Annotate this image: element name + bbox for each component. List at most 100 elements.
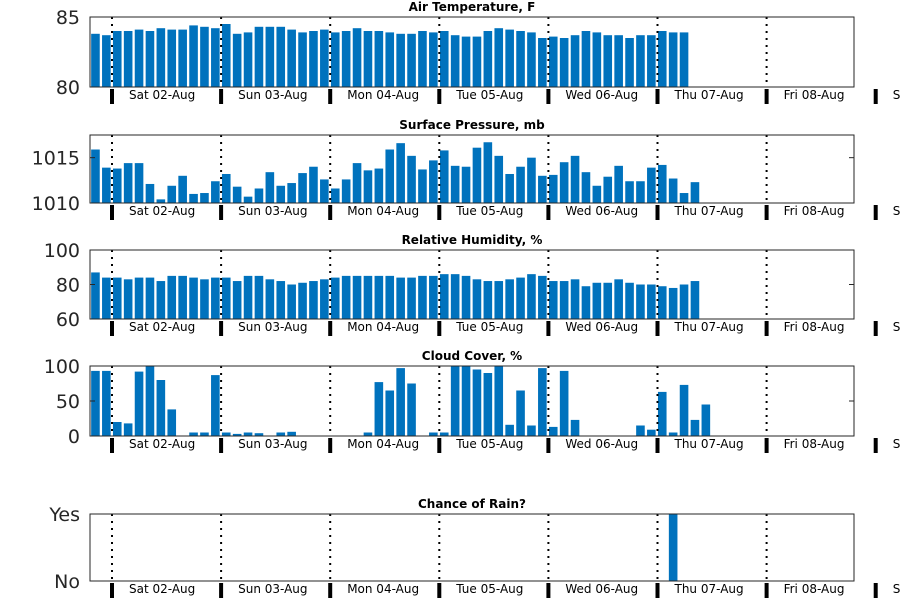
data-bar <box>287 29 296 88</box>
data-bar <box>265 172 275 203</box>
data-bar <box>538 368 547 436</box>
data-bar <box>352 163 362 203</box>
data-bar <box>123 279 133 319</box>
data-bar <box>559 162 569 203</box>
chart-title: Relative Humidity, % <box>402 233 543 247</box>
data-bar <box>374 31 384 87</box>
data-bar <box>570 155 580 203</box>
data-bar <box>385 149 395 203</box>
data-bar <box>679 32 689 87</box>
x-tick-label: Sun 03-Aug <box>238 320 307 334</box>
y-tick-label: 60 <box>56 309 80 331</box>
data-bar <box>374 382 384 436</box>
data-bar <box>123 31 133 87</box>
data-bar <box>330 277 340 319</box>
data-bar <box>200 279 209 319</box>
y-tick-label: No <box>54 571 80 593</box>
data-bar <box>134 277 144 319</box>
data-bar <box>516 166 525 203</box>
x-tick-label: Fri 08-Aug <box>784 204 845 218</box>
data-bar <box>221 24 231 87</box>
data-bar <box>363 31 373 87</box>
data-bar <box>450 366 460 436</box>
y-tick-label: 80 <box>56 77 80 99</box>
data-bar <box>211 277 220 319</box>
x-tick-label: Fri 08-Aug <box>784 582 845 596</box>
data-bar <box>407 277 416 319</box>
data-bar <box>668 432 678 436</box>
x-tick-label: S <box>893 88 900 102</box>
chart-panel-5: Chance of Rain? No Yes Sat 02-Aug Sun 03-Aug… <box>48 497 900 598</box>
data-bar <box>461 366 471 436</box>
x-tick-label: Tue 05-Aug <box>455 320 523 334</box>
data-bar <box>450 274 460 319</box>
data-bar <box>123 423 133 436</box>
data-bar <box>461 275 471 320</box>
data-bar <box>570 35 580 87</box>
data-bar <box>102 167 111 203</box>
data-bar <box>625 282 634 319</box>
chart-panel-2: Surface Pressure, mb 1010 1015 Sat 02-Aug Su… <box>32 118 900 220</box>
x-tick-label: Thu 07-Aug <box>674 320 744 334</box>
data-bar <box>221 173 231 203</box>
x-tick-label: Fri 08-Aug <box>784 437 845 451</box>
data-bar <box>538 175 547 203</box>
chart-title: Surface Pressure, mb <box>399 118 545 132</box>
data-bar <box>320 29 329 88</box>
data-bar <box>167 29 177 88</box>
data-bar <box>559 370 569 436</box>
data-bar <box>603 35 613 87</box>
data-bar <box>494 155 504 203</box>
x-tick-label: Sun 03-Aug <box>238 582 307 596</box>
data-bar <box>592 282 602 319</box>
data-bar <box>134 371 144 436</box>
data-bar <box>559 38 569 87</box>
x-tick-label: Sat 02-Aug <box>129 320 195 334</box>
data-bar <box>298 282 307 319</box>
data-bar <box>548 174 558 203</box>
data-bar <box>112 168 122 203</box>
data-bar <box>647 284 656 319</box>
data-bar <box>265 279 275 319</box>
data-bar <box>309 166 318 203</box>
data-bar <box>690 419 700 436</box>
data-bar <box>679 384 689 436</box>
data-bar <box>407 33 416 87</box>
data-bar <box>189 193 198 203</box>
data-bar <box>461 36 471 87</box>
data-bar <box>570 279 580 319</box>
x-tick-label: Sun 03-Aug <box>238 204 307 218</box>
data-bar <box>636 284 645 319</box>
x-tick-label: S <box>893 437 900 451</box>
data-bar <box>91 33 100 87</box>
data-bar <box>341 275 351 320</box>
data-bar <box>559 281 569 319</box>
data-bar <box>483 281 493 319</box>
data-bar <box>178 29 187 88</box>
data-bar <box>407 155 416 203</box>
data-bar <box>221 277 231 319</box>
data-bar <box>309 281 318 319</box>
data-bar <box>439 31 449 87</box>
data-bar <box>472 279 482 319</box>
data-bar <box>396 33 405 87</box>
data-bar <box>91 272 100 319</box>
data-bar <box>211 28 220 87</box>
data-bar <box>701 404 711 436</box>
data-bar <box>232 33 242 87</box>
x-tick-label: Sat 02-Aug <box>129 582 195 596</box>
data-bar <box>450 165 460 203</box>
data-bar <box>538 275 547 320</box>
data-bar <box>657 31 667 87</box>
data-bar <box>636 425 645 436</box>
data-bar <box>221 432 231 436</box>
data-bar <box>418 275 427 320</box>
data-bar <box>178 175 187 203</box>
x-tick-label: Mon 04-Aug <box>347 320 419 334</box>
data-bar <box>472 369 482 436</box>
data-bar <box>243 196 253 203</box>
x-tick-label: Wed 06-Aug <box>565 320 638 334</box>
data-bar <box>548 281 558 319</box>
data-bar <box>156 199 166 203</box>
